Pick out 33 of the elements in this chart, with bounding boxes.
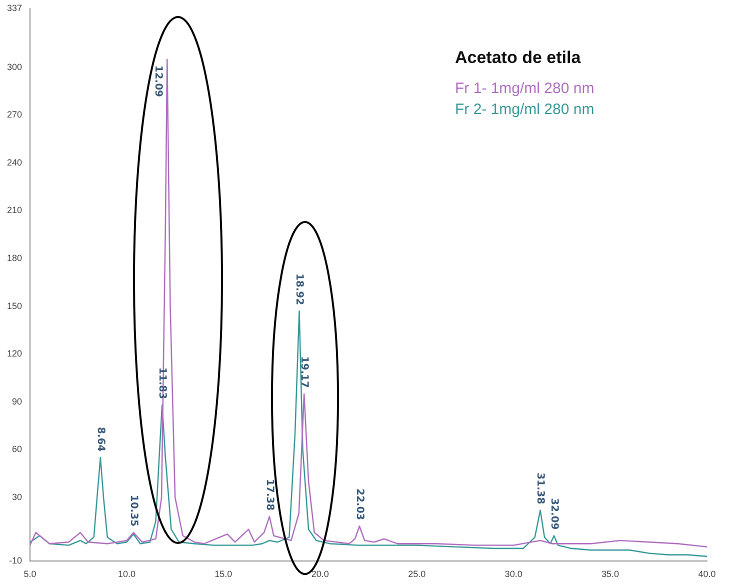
annotation: 17.38 — [264, 478, 275, 511]
x-tick-label: 5.0 — [24, 569, 36, 580]
annotation: 10.35 — [128, 494, 139, 527]
y-tick-label: 30 — [12, 492, 22, 502]
annotation: 8.64 — [94, 426, 106, 452]
x-tick-label: 20.0 — [311, 569, 329, 580]
text: Fr 1- 1mg/ml 280 nm — [455, 80, 594, 97]
y-tick-label: 270 — [6, 110, 22, 120]
y-tick-label: 240 — [6, 157, 22, 168]
annotation: 32.09 — [548, 498, 560, 530]
y-tick-label: 120 — [6, 348, 22, 359]
x-tick-label: 30.0 — [504, 569, 522, 580]
x-tick-label: 15.0 — [214, 569, 232, 580]
annotation: 19.17 — [298, 356, 310, 388]
y-tick-label: 337 — [6, 2, 22, 13]
y-tick-label: 300 — [6, 62, 22, 72]
legend-title: Acetato de etila — [455, 48, 582, 68]
annotation: 12.09 — [152, 65, 164, 98]
text: Fr 2- 1mg/ml 280 nm — [455, 101, 594, 118]
annotation: 18.92 — [294, 273, 305, 306]
x-tick-label: 35.0 — [602, 569, 620, 580]
annotation: 11.83 — [156, 367, 168, 400]
y-tick-label: 210 — [6, 205, 22, 216]
annotation: 22.03 — [354, 488, 365, 520]
y-tick-label: 60 — [12, 444, 22, 454]
y-tick-label: 180 — [6, 253, 22, 263]
x-tick-label: 25.0 — [408, 569, 426, 580]
y-tick-label: 150 — [6, 300, 22, 311]
annotation: 31.38 — [534, 472, 546, 504]
y-tick-label: 90 — [12, 396, 22, 406]
x-tick-label: 40.0 — [698, 569, 716, 580]
y-tick-label: -10 — [9, 556, 22, 566]
x-tick-label: 10.0 — [118, 569, 136, 580]
